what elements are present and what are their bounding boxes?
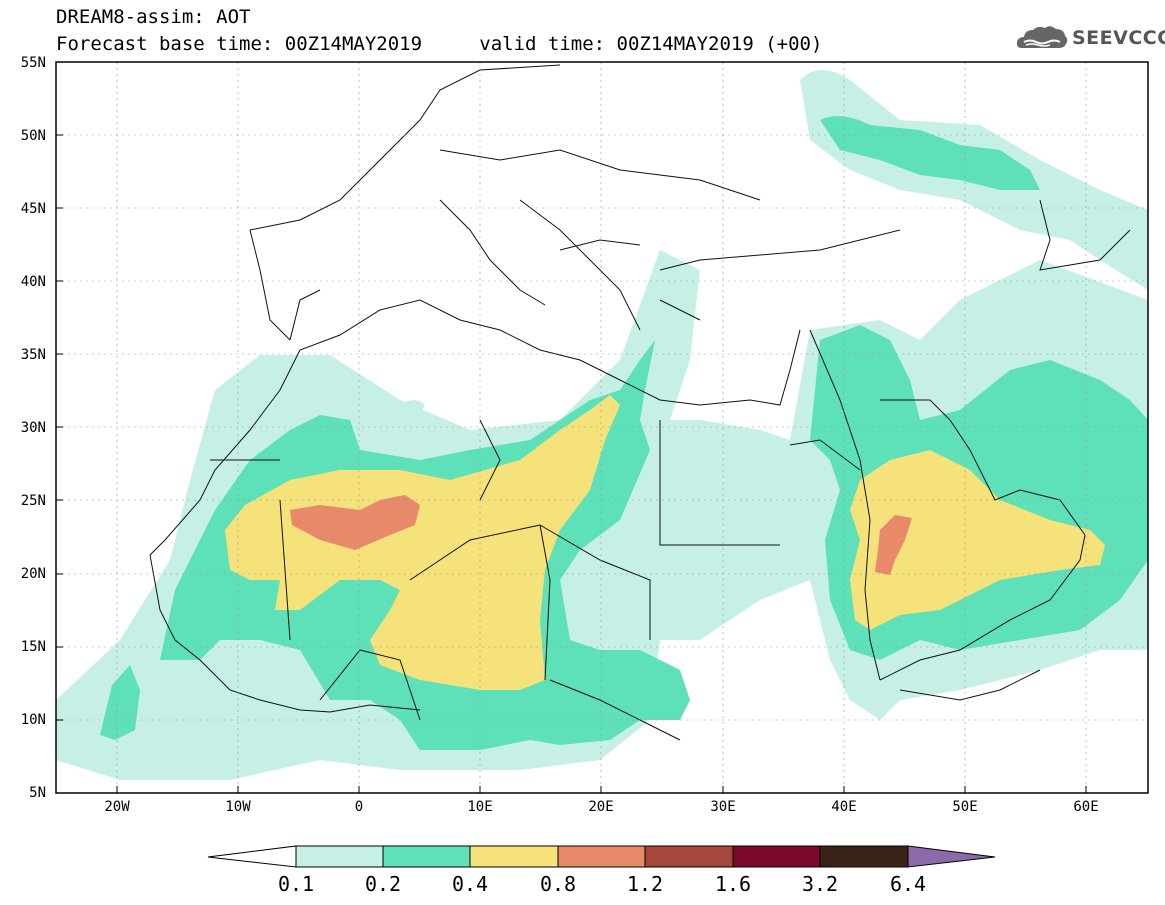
colorbar-label: 0.8: [539, 872, 577, 896]
colorbar-segment-5: [644, 845, 734, 868]
lon-label: 40E: [831, 799, 857, 815]
lon-label: 60E: [1073, 799, 1099, 815]
lat-label: 25N: [20, 493, 46, 509]
colorbar-segment-above: [907, 845, 996, 868]
base-time-text: Forecast base time: 00Z14MAY2019: [56, 33, 423, 55]
aot-band-0.4: [225, 395, 1105, 690]
colorbar-label: 3.2: [801, 872, 839, 896]
lon-label: 0: [354, 799, 364, 815]
colorbar-label: 0.2: [364, 872, 402, 896]
lon-label: 30E: [710, 799, 736, 815]
coastlines: [149, 64, 1131, 741]
lat-label: 15N: [20, 639, 46, 655]
lat-label: 5N: [29, 785, 46, 801]
lon-label: 10W: [225, 799, 251, 815]
lat-label: 20N: [20, 566, 46, 582]
lat-label: 50N: [20, 128, 46, 144]
logo-text: SEEVCCC: [1072, 27, 1165, 49]
lon-label: 20E: [588, 799, 614, 815]
colorbar-segment-6: [732, 845, 821, 868]
lat-label: 40N: [20, 274, 46, 290]
valid-time-text: valid time: 00Z14MAY2019 (+00): [479, 33, 823, 55]
colorbar-label: 0.4: [451, 872, 489, 896]
map-title: DREAM8-assim: AOT: [56, 6, 251, 28]
aot-field: [56, 62, 1148, 793]
lon-label: 50E: [952, 799, 978, 815]
lon-label: 20W: [104, 799, 130, 815]
lon-label: 10E: [467, 799, 493, 815]
lat-label: 30N: [20, 420, 46, 436]
lat-label: 55N: [20, 55, 46, 71]
lat-label: 10N: [20, 712, 46, 728]
colorbar-segment-2: [382, 845, 471, 868]
colorbar-label: 1.6: [714, 872, 752, 896]
cloud-logo-icon: [1016, 26, 1068, 48]
colorbar-segment-below: [207, 845, 297, 868]
colorbar-segment-7: [819, 845, 909, 868]
axis-ticks: [56, 134, 1087, 793]
colorbar-label: 6.4: [889, 872, 927, 896]
colorbar-label: 1.2: [626, 872, 664, 896]
lat-label: 45N: [20, 201, 46, 217]
colorbar-segment-1: [295, 845, 384, 868]
colorbar-segment-4: [557, 845, 646, 868]
map-time-info: Forecast base time: 00Z14MAY2019 valid t…: [56, 33, 822, 55]
graticule: [56, 62, 1148, 793]
seevccc-logo: SEEVCCC: [1016, 24, 1165, 52]
colorbar-label: 0.1: [277, 872, 315, 896]
lat-label: 35N: [20, 347, 46, 363]
aot-band-0.8: [290, 495, 912, 575]
colorbar-segment-3: [469, 845, 559, 868]
colorbar: [207, 845, 996, 868]
